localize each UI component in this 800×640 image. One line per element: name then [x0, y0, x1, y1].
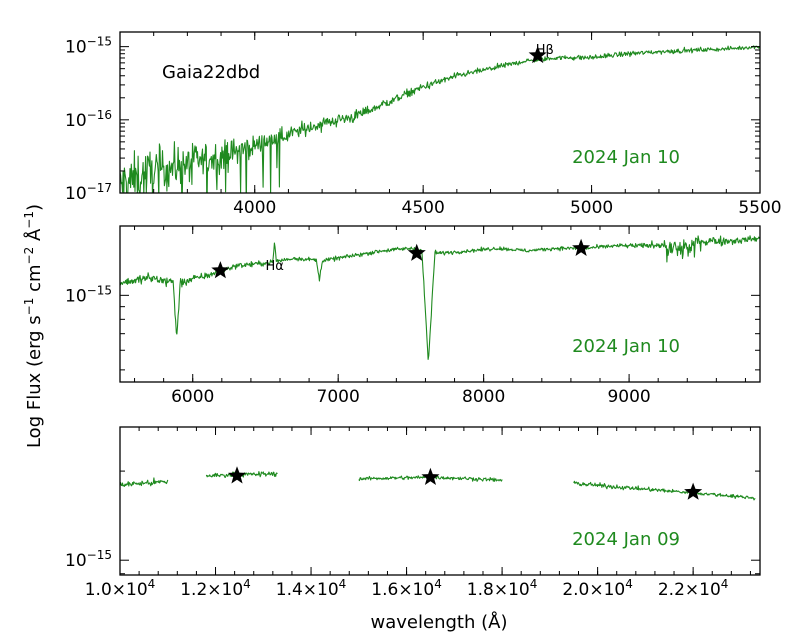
plot-frame [119, 31, 761, 194]
spectrum-series-1 [120, 45, 760, 193]
y-tick-label: 10−16 [65, 108, 112, 131]
object-name: Gaia22dbd [162, 62, 260, 83]
spectrum-series-1 [120, 477, 169, 487]
y-tick-label: 10−15 [65, 35, 112, 58]
photometry-star-marker [572, 238, 591, 256]
y-axis-label: Log Flux (erg s−1 cm−2 Å−1) [22, 204, 45, 448]
x-tick-label: 1.2×104 [180, 577, 251, 600]
x-tick-label: 2.2×104 [658, 577, 729, 600]
y-tick-label: 10−15 [65, 548, 112, 571]
observation-date: 2024 Jan 10 [572, 336, 680, 357]
y-tick-label: 10−17 [65, 181, 112, 204]
plot-frame [119, 225, 761, 383]
line-label: Hα [265, 259, 283, 274]
x-tick-label: 1.0×104 [85, 577, 156, 600]
photometry-star-marker [228, 466, 246, 484]
x-axis-label: wavelength (Å) [371, 611, 508, 633]
panel-2: 6000 7000 8000 9000 10−15 Hα 2024 Jan 10 [65, 225, 761, 407]
panel-3: 1.0×104 1.2×104 1.4×104 1.6×104 1.8×104 2.0×1… [65, 426, 761, 600]
photometry-star-marker [421, 467, 440, 485]
x-tick-label: 1.8×104 [467, 577, 538, 600]
x-tick-label: 8000 [462, 387, 505, 407]
photometry-star-marker [684, 482, 703, 500]
x-tick-label: 5000 [570, 198, 613, 218]
x-tick-label: 1.6×104 [371, 577, 442, 600]
x-tick-label: 9000 [607, 387, 650, 407]
observation-date: 2024 Jan 09 [572, 529, 680, 550]
x-tick-label: 7000 [317, 387, 360, 407]
plot-frame [119, 426, 761, 576]
spectrum-series-4 [573, 480, 756, 501]
x-tick-label: 1.4×104 [276, 577, 347, 600]
observation-date: 2024 Jan 10 [572, 147, 680, 168]
x-tick-label: 2.0×104 [562, 577, 633, 600]
x-tick-label: 4500 [402, 198, 445, 218]
photometry-star-marker [407, 243, 426, 261]
panel-1: 4000 4500 5000 550010−1710−1610−15HβGaia22d… [65, 31, 782, 218]
photometry-star-marker [211, 261, 230, 279]
x-tick-label: 6000 [171, 387, 214, 407]
x-tick-label: 4000 [233, 198, 276, 218]
photometry-star-marker [528, 45, 547, 64]
y-tick-label: 10−15 [65, 283, 112, 306]
x-tick-label: 5500 [738, 198, 781, 218]
